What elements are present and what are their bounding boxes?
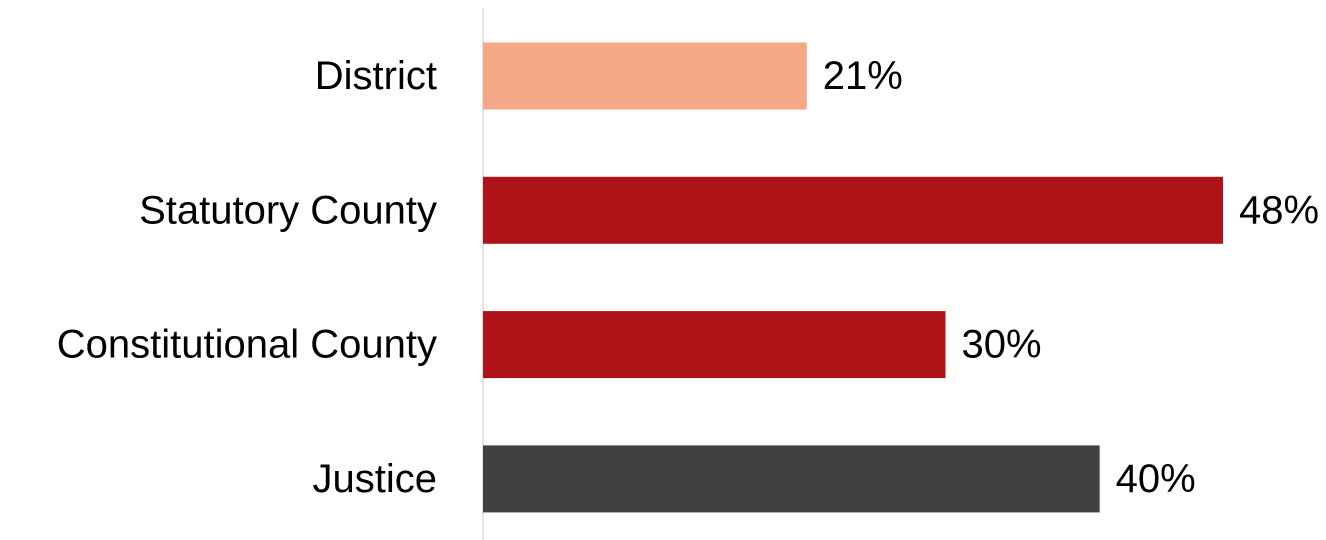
value-label-justice: 40% <box>1116 457 1196 501</box>
bar-justice <box>483 445 1100 513</box>
category-label-statutory-county: Statutory County <box>139 188 437 232</box>
bar-constitutional-county <box>483 311 946 379</box>
value-label-district: 21% <box>823 54 903 98</box>
category-label-justice: Justice <box>313 457 438 501</box>
bar-district <box>483 42 807 110</box>
value-labels: 21% 48% 30% 40% <box>823 54 1319 501</box>
category-label-constitutional-county: Constitutional County <box>57 323 437 367</box>
category-labels: District Statutory County Constitutional C… <box>57 54 437 501</box>
bars-group <box>483 42 1223 513</box>
bar-statutory-county <box>483 176 1223 244</box>
category-label-district: District <box>315 54 437 98</box>
value-label-constitutional-county: 30% <box>962 323 1042 367</box>
value-label-statutory-county: 48% <box>1239 188 1319 232</box>
